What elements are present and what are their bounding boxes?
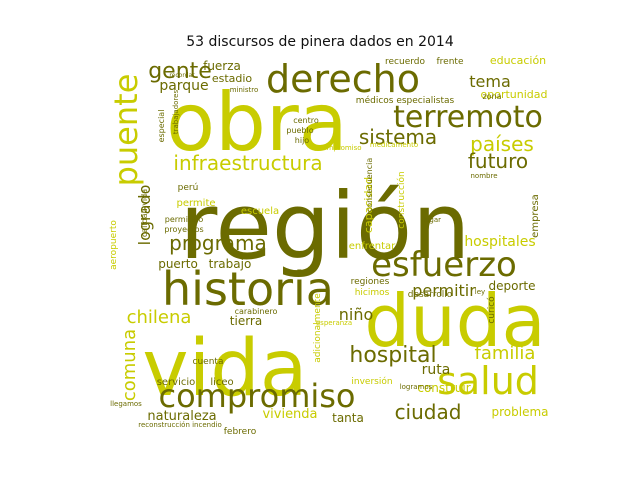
cloud-word: escuela — [241, 206, 279, 217]
cloud-word: tema — [469, 72, 511, 91]
cloud-word: ley — [475, 288, 485, 296]
cloud-word: aeropuerto — [109, 220, 119, 270]
chart-title: 53 discursos de pinera dados en 2014 — [186, 34, 454, 50]
cloud-word: ministro — [230, 86, 259, 94]
cloud-word: duda — [364, 279, 545, 363]
cloud-word: logramos — [400, 383, 433, 391]
cloud-word: trabajo — [209, 257, 252, 271]
cloud-word: tierra — [230, 314, 262, 328]
cloud-word: puerto — [158, 257, 198, 271]
cloud-word: trabajadores — [172, 90, 180, 135]
cloud-word: infraestructura — [173, 151, 322, 175]
cloud-word: nombre — [470, 172, 497, 180]
cloud-word: historia — [162, 262, 334, 316]
cloud-word: servicio — [157, 377, 196, 388]
cloud-word: hijo — [295, 136, 310, 145]
cloud-word: esperanza — [316, 319, 352, 327]
cloud-word: hospital — [349, 343, 436, 368]
cloud-word: comuna — [119, 329, 140, 401]
cloud-word: niño — [339, 305, 374, 324]
cloud-word: consecuencia — [365, 158, 374, 213]
cloud-word: proyectos — [164, 225, 203, 234]
cloud-word: chilena — [127, 307, 192, 328]
cloud-word: derecho — [266, 57, 420, 101]
cloud-word: adicionalmente — [313, 293, 323, 363]
cloud-word: futuro — [468, 149, 528, 173]
cloud-word: familia — [475, 343, 536, 364]
cloud-word: inversión — [351, 376, 392, 387]
cloud-word: deporte — [489, 279, 536, 293]
cloud-word: terremoto — [393, 100, 543, 135]
cloud-word: logrado — [135, 185, 154, 246]
cloud-word: tanta — [332, 411, 364, 425]
cloud-word: fuerza — [203, 59, 241, 73]
cloud-word: recuerdo — [385, 57, 425, 67]
cloud-word: oportunidad — [481, 88, 548, 101]
cloud-word: frente — [437, 57, 464, 67]
cloud-word: calidad vida — [140, 189, 149, 237]
cloud-word: regiones — [351, 277, 390, 287]
cloud-word: pueblo — [286, 126, 313, 135]
cloud-word: hicimos — [355, 288, 390, 298]
cloud-word: empresa — [530, 194, 541, 238]
cloud-word: países — [470, 132, 534, 156]
cloud-word: construir — [417, 381, 470, 395]
cloud-word: reconstrucción incendio — [138, 421, 222, 429]
cloud-word: lugar — [423, 216, 441, 224]
cloud-word: ruta — [422, 362, 451, 378]
cloud-word: sistema — [359, 125, 437, 149]
cloud-word: educación — [490, 54, 546, 67]
cloud-word: centro — [293, 116, 319, 125]
cloud-word: febrero — [224, 427, 257, 437]
cloud-word: esfuerzo — [371, 245, 517, 285]
cloud-word: enfrentar — [349, 241, 396, 252]
cloud-word: zona — [482, 92, 501, 101]
cloud-word: puente — [107, 74, 145, 187]
cloud-word: permite — [176, 198, 215, 209]
cloud-word: carabinero — [235, 307, 278, 316]
cloud-word: vivienda — [262, 407, 317, 422]
cloud-word: permitir — [412, 281, 476, 300]
cloud-word: problema — [491, 405, 548, 419]
cloud-word: compromiso — [318, 144, 361, 152]
cloud-word: recordar — [169, 72, 195, 79]
cloud-word: estadio — [212, 72, 253, 85]
cloud-word: desarrollo — [408, 290, 453, 300]
cloud-word: región — [180, 173, 471, 280]
cloud-word: médicos especialistas — [356, 95, 455, 106]
cloud-word: liceo — [210, 377, 233, 388]
cloud-word: compromiso — [159, 377, 356, 415]
cloud-word: especial — [157, 110, 166, 143]
cloud-word: permitido — [165, 215, 204, 224]
cloud-word: naturaleza — [147, 409, 216, 424]
cloud-word: programa — [169, 231, 267, 255]
cloud-word: ciudad — [395, 400, 462, 424]
cloud-word: construcción — [396, 171, 407, 228]
cloud-word: salud — [437, 359, 539, 403]
cloud-word: capacidad — [362, 177, 375, 233]
cloud-word: curicó — [486, 296, 497, 324]
cloud-word: llegamos — [110, 400, 142, 408]
cloud-word: vida — [142, 324, 307, 414]
cloud-word: gente — [148, 59, 212, 84]
cloud-word: medicamento — [370, 141, 418, 149]
cloud-word: hospitales — [464, 234, 535, 250]
cloud-word: cuenta — [193, 357, 224, 367]
cloud-word: obra — [166, 76, 348, 169]
cloud-word: parque — [159, 78, 208, 94]
cloud-word: perú — [178, 183, 199, 193]
